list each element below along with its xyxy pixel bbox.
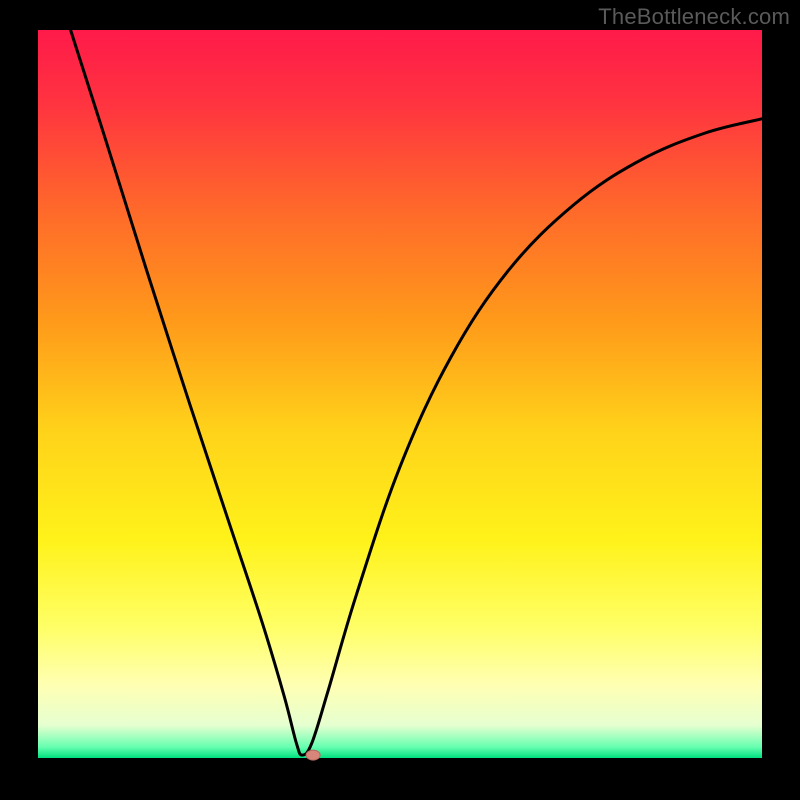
plot-background: [38, 30, 762, 758]
vertex-marker: [306, 750, 320, 760]
watermark-text: TheBottleneck.com: [598, 4, 790, 30]
chart-container: TheBottleneck.com: [0, 0, 800, 800]
chart-svg: [0, 0, 800, 800]
